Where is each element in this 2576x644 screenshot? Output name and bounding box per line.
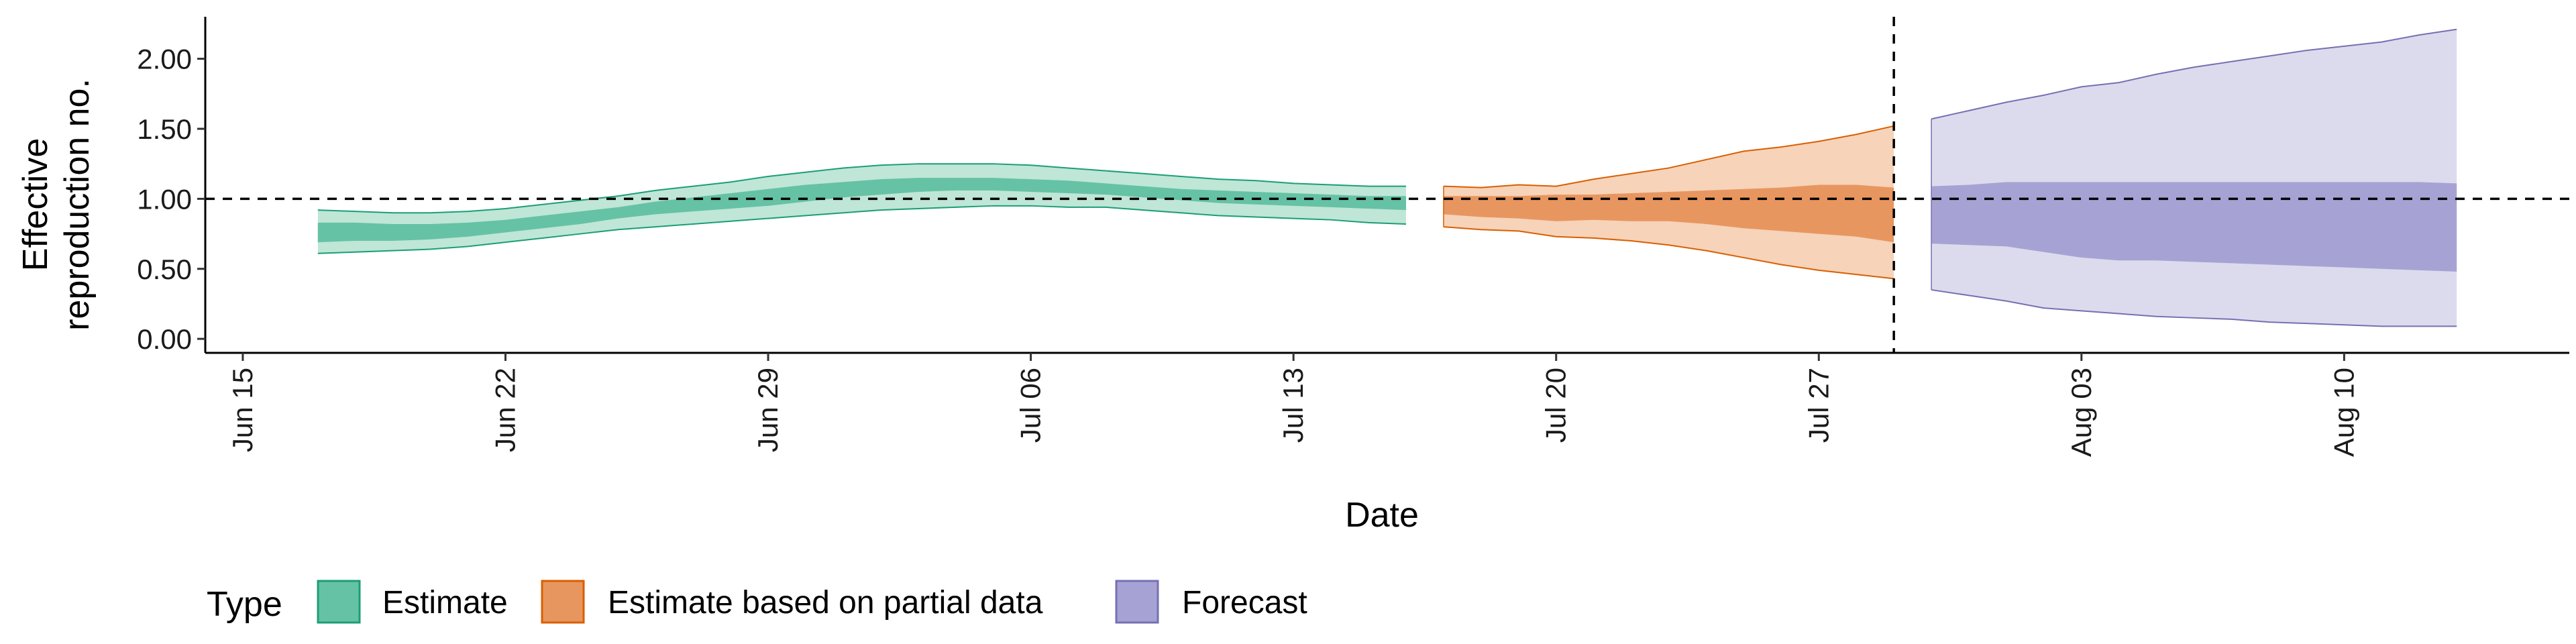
band-upper-edge-1 bbox=[1443, 125, 1894, 189]
series-2 bbox=[1931, 28, 2457, 327]
legend: Type Estimate Estimate based on partial d… bbox=[207, 580, 1307, 624]
y-tick-label: 1.50 bbox=[137, 113, 192, 145]
legend-label-0: Estimate bbox=[382, 585, 508, 621]
x-tick-label: Jul 13 bbox=[1277, 368, 1309, 443]
reference-lines bbox=[205, 17, 2569, 353]
band-90-2 bbox=[1931, 29, 2457, 327]
band-50-2 bbox=[1931, 182, 2457, 272]
x-tick-label: Jul 27 bbox=[1803, 368, 1834, 443]
band-lower-edge-0 bbox=[317, 205, 1407, 254]
y-tick-label: 0.50 bbox=[137, 254, 192, 285]
bands-layer bbox=[317, 28, 2457, 327]
x-tick-label: Jun 29 bbox=[752, 368, 784, 452]
x-tick-label: Jul 06 bbox=[1015, 368, 1046, 443]
legend-label-1: Estimate based on partial data bbox=[608, 585, 1043, 621]
x-axis-title: Date bbox=[1345, 496, 1419, 535]
x-tick-label: Aug 03 bbox=[2065, 368, 2097, 457]
x-tick-label: Jul 20 bbox=[1540, 368, 1572, 443]
legend-title: Type bbox=[207, 585, 282, 624]
legend-label-2: Forecast bbox=[1182, 585, 1307, 621]
legend-swatch-2 bbox=[1115, 580, 1159, 624]
band-upper-edge-0 bbox=[317, 163, 1406, 214]
y-axis-title-line-2: reproduction no. bbox=[58, 78, 97, 331]
legend-swatch-1 bbox=[541, 580, 585, 624]
series-1 bbox=[1443, 125, 1894, 280]
y-tick-label: 1.00 bbox=[137, 183, 192, 215]
band-upper-edge-2 bbox=[1931, 28, 2457, 120]
y-tick-label: 0.00 bbox=[137, 323, 192, 355]
y-axis-title-line-1: Effective bbox=[16, 138, 55, 271]
band-90-0 bbox=[317, 164, 1406, 254]
band-lower-edge-2 bbox=[1931, 289, 2457, 327]
legend-swatch-0 bbox=[317, 580, 361, 624]
x-tick-label: Jun 22 bbox=[489, 368, 521, 452]
band-lower-edge-1 bbox=[1443, 226, 1894, 280]
x-tick-label: Jun 15 bbox=[227, 368, 258, 452]
x-tick-label: Aug 10 bbox=[2328, 368, 2359, 457]
series-0 bbox=[317, 163, 1407, 254]
axes-layer: 0.00 0.50 1.00 1.50 2.00 Jun 15 Jun 22 Jun 29 Ju… bbox=[137, 17, 2569, 457]
y-axis-title: Effective reproduction no. bbox=[16, 78, 97, 331]
band-50-0 bbox=[317, 178, 1406, 243]
y-tick-label: 2.00 bbox=[137, 44, 192, 75]
